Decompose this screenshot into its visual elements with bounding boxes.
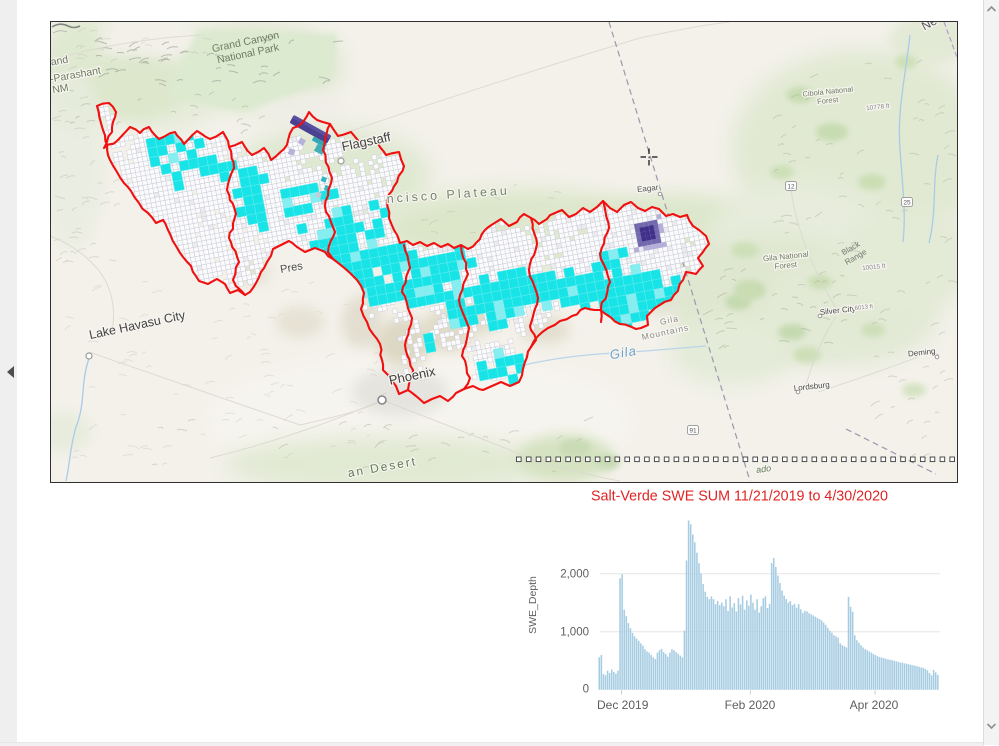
svg-text:Apr 2020: Apr 2020 — [850, 698, 899, 712]
svg-text:Dec 2019: Dec 2019 — [597, 698, 649, 712]
svg-text:Feb 2020: Feb 2020 — [725, 698, 776, 712]
svg-text:1,000: 1,000 — [560, 627, 589, 639]
svg-text:0: 0 — [583, 684, 589, 696]
svg-text:2,000: 2,000 — [560, 569, 589, 581]
svg-text:SWE_Depth: SWE_Depth — [527, 576, 539, 634]
svg-text:25: 25 — [903, 200, 911, 207]
svg-text:12: 12 — [787, 184, 795, 191]
svg-text:ado: ado — [755, 463, 771, 475]
svg-text:91: 91 — [689, 428, 697, 435]
svg-text:Salt-Verde SWE SUM 11/21/2019: Salt-Verde SWE SUM 11/21/2019 to 4/30/20… — [591, 489, 888, 505]
